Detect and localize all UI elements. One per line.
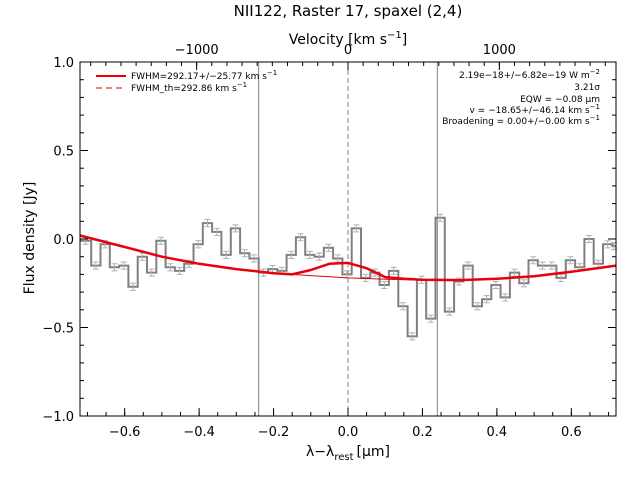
error-bar [130, 282, 137, 291]
error-bar [306, 250, 313, 259]
x2-tick-label: 0 [344, 43, 352, 58]
annotation-broadening: Broadening = 0.00+/−0.00 km s−1 [442, 114, 600, 127]
error-bar [511, 268, 518, 277]
error-bar [381, 280, 388, 290]
annotation-eqw: EQW = −0.08 μm [520, 95, 600, 105]
annotation-broadening-sup: −1 [590, 114, 600, 122]
legend-label-fit-text: FWHM=292.17+/−25.77 km s [131, 72, 267, 82]
annotation-velocity-sup: −1 [590, 103, 600, 111]
axes: −0.6 −0.4 −0.2 0.0 0.2 0.4 0.6 −1.0 −0.5 0.0 0.5 1.… [42, 43, 617, 440]
error-bar [148, 268, 155, 277]
error-bar [437, 213, 444, 222]
error-bar [213, 227, 220, 236]
error-bar [251, 254, 258, 263]
plot-series [79, 213, 618, 341]
error-bar [195, 240, 202, 249]
error-bar [176, 266, 183, 275]
error-bar [409, 332, 416, 341]
legend: FWHM=292.17+/−25.77 km s−1 FWHM_th=292.8… [96, 69, 277, 94]
x-tick-label: 0.2 [412, 425, 433, 440]
x2-tick-label: −1000 [175, 43, 219, 58]
annotation-flux-sup: −2 [590, 68, 600, 76]
annotation-flux-text: 2.19e−18+/−6.82e−19 W m [459, 71, 590, 81]
legend-label-thermal-text: FWHM_th=292.86 km s [131, 84, 237, 94]
legend-label-thermal: FWHM_th=292.86 km s−1 [131, 81, 247, 94]
error-bar [539, 261, 546, 270]
legend-label-fit: FWHM=292.17+/−25.77 km s−1 [131, 69, 277, 82]
y-tick-label: −0.5 [42, 322, 74, 337]
fit-annotations: 2.19e−18+/−6.82e−19 W m−2 3.21σ EQW = −0… [442, 68, 600, 127]
error-bar [399, 302, 406, 311]
y-axis-label: Flux density [Jy] [22, 182, 38, 295]
error-bar [390, 266, 397, 275]
annotation-significance: 3.21σ [574, 83, 600, 93]
error-bar [586, 234, 593, 244]
spectrum-step-line [80, 216, 616, 338]
x2-axis-label-end: ] [402, 32, 407, 48]
error-bar [362, 273, 369, 282]
x-tick-label: −0.2 [258, 425, 290, 440]
error-bar [520, 279, 527, 288]
x-tick-label: −0.4 [183, 425, 215, 440]
fit-line [79, 234, 617, 282]
x-axis-label: λ−λrest [μm] [306, 444, 390, 463]
error-bar [157, 236, 164, 245]
annotation-velocity-text: v = −18.65+/−46.14 km s [470, 106, 590, 116]
x-axis-label-unit: [μm] [357, 444, 390, 460]
y-tick-label: 0.0 [53, 233, 74, 248]
x-tick-label: 0.6 [561, 425, 582, 440]
annotation-broadening-text: Broadening = 0.00+/−0.00 km s [442, 117, 590, 127]
error-bar [492, 280, 499, 290]
x2-axis-label: Velocity [km s−1] [289, 30, 408, 48]
y-tick-label: 0.5 [53, 145, 74, 160]
error-bar [232, 224, 239, 233]
error-bar [567, 256, 574, 265]
y-tick-label: 1.0 [53, 56, 74, 71]
error-bar [120, 261, 127, 270]
error-bar [111, 263, 118, 272]
x-tick-label: 0.0 [338, 425, 359, 440]
x-tick-label: −0.6 [109, 425, 141, 440]
error-bar [465, 261, 472, 270]
error-bar [427, 314, 434, 323]
error-bar [530, 256, 537, 265]
error-bar [92, 261, 99, 270]
error-bar [604, 240, 611, 249]
error-bar [474, 302, 481, 311]
chart-title: NII122, Raster 17, spaxel (2,4) [234, 2, 463, 20]
error-bar [223, 250, 230, 259]
x2-tick-label: 1000 [483, 43, 516, 58]
error-bar [167, 263, 174, 272]
error-bar [297, 233, 304, 242]
x-tick-label: 0.4 [487, 425, 508, 440]
annotation-flux: 2.19e−18+/−6.82e−19 W m−2 [459, 68, 600, 81]
error-bar [316, 252, 323, 261]
x-axis-label-text: λ−λ [306, 444, 334, 460]
error-bar [241, 249, 248, 258]
legend-label-fit-sup: −1 [267, 69, 277, 77]
error-bar [548, 261, 555, 270]
reference-lines [258, 62, 438, 416]
annotation-velocity: v = −18.65+/−46.14 km s−1 [470, 103, 601, 116]
error-bar [353, 224, 360, 233]
error-bar [288, 250, 295, 259]
error-bar [204, 219, 211, 228]
error-bar [325, 243, 332, 252]
error-bar [446, 307, 453, 316]
x-axis-label-sub: rest [334, 452, 353, 463]
error-bar [334, 254, 341, 263]
error-bar [483, 295, 490, 304]
error-bar [502, 293, 509, 302]
y-tick-label: −1.0 [42, 410, 74, 425]
x2-axis-label-sup: −1 [387, 30, 402, 41]
x2-axis-label-text: Velocity [km s [289, 32, 387, 48]
legend-label-thermal-sup: −1 [237, 81, 247, 89]
